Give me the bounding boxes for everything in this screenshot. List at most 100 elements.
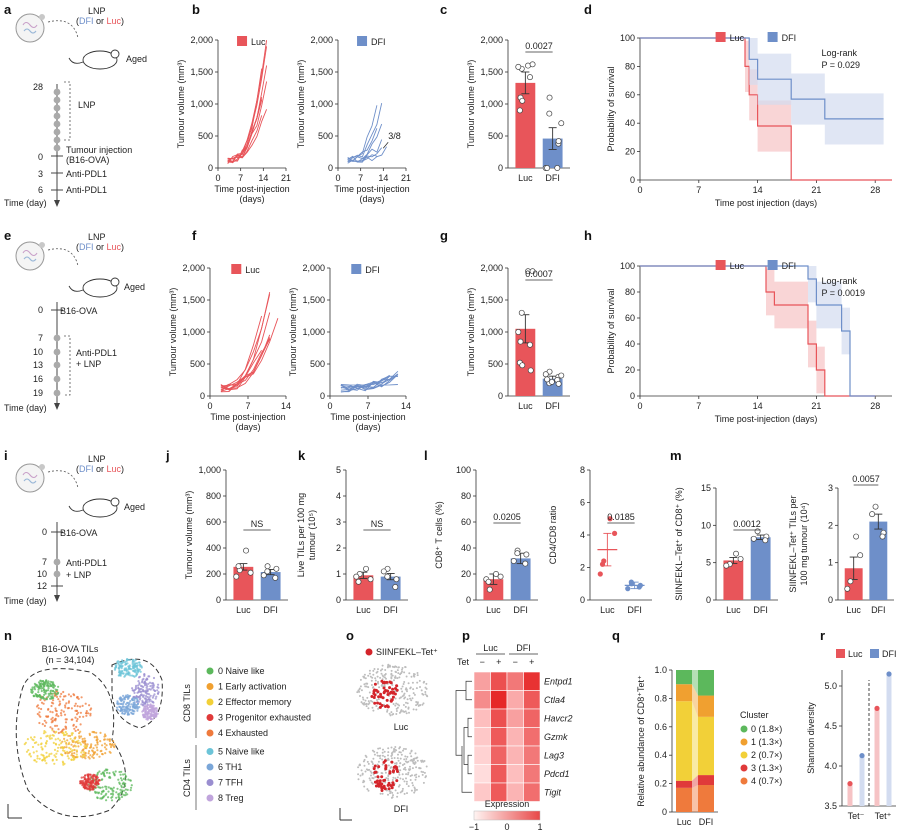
- growth-curve: [340, 375, 398, 393]
- stack-flow: [692, 670, 698, 696]
- umap-point: [154, 714, 157, 717]
- umap-point: [140, 703, 143, 706]
- y-tick-label: 4.5: [824, 721, 837, 731]
- umap-point-grey: [416, 701, 419, 704]
- umap-point: [64, 704, 67, 707]
- umap-point-tet: [394, 765, 398, 769]
- umap-point: [96, 743, 99, 746]
- umap-point-grey: [405, 777, 407, 780]
- umap-point: [99, 786, 102, 789]
- cluster-label: 2 Effector memory: [218, 697, 292, 707]
- umap-point-grey: [403, 681, 406, 683]
- umap-point: [39, 679, 42, 682]
- umap-point: [120, 779, 123, 782]
- p-value-label: NS: [371, 519, 384, 529]
- stack-segment-dfi: [698, 670, 714, 696]
- umap-point: [71, 749, 74, 752]
- bar-luc: [515, 82, 536, 168]
- umap-point: [122, 789, 126, 792]
- umap-point-grey: [397, 753, 399, 756]
- umap-point: [105, 771, 109, 774]
- umap-point: [55, 710, 58, 713]
- umap-point: [74, 702, 77, 705]
- umap-point: [81, 740, 85, 743]
- data-point: [273, 565, 280, 572]
- cluster-swatch: [206, 683, 214, 690]
- umap-point: [126, 696, 129, 699]
- umap-point: [135, 671, 138, 674]
- panel-letters: a b c d e f g h i j k l m n o p q r: [4, 2, 825, 643]
- umap-point: [82, 715, 85, 718]
- luc-label: Luc: [107, 16, 122, 26]
- umap-point-tet: [373, 693, 377, 697]
- umap-point: [126, 701, 129, 704]
- y-axis-label: Relative abundance of CD8⁺Tet⁺: [636, 675, 646, 807]
- umap-point: [70, 743, 73, 746]
- umap-point: [47, 692, 50, 695]
- umap-point: [135, 684, 138, 687]
- umap-point: [40, 746, 43, 749]
- umap-point: [41, 723, 44, 726]
- umap-point-grey: [401, 668, 403, 671]
- umap-point-grey: [415, 687, 418, 690]
- injection-dot: [53, 128, 61, 136]
- lnp-dish: [15, 13, 45, 43]
- y-tick-label: 200: [206, 569, 221, 579]
- umap-point: [110, 799, 114, 802]
- growth-curve: [220, 318, 279, 393]
- umap-point-grey: [404, 766, 407, 769]
- umap-point: [149, 703, 152, 706]
- y-tick-label: 60: [625, 90, 635, 100]
- umap-point: [47, 708, 50, 711]
- umap-point: [80, 735, 83, 738]
- umap-point: [156, 689, 159, 692]
- lnp-sub: (DFI or Luc): [76, 464, 124, 474]
- umap-point-grey: [405, 688, 408, 691]
- y-tick-label: 2,000: [190, 35, 213, 45]
- legend-label: DFI: [782, 261, 797, 271]
- y-tick-label: 3: [828, 483, 833, 493]
- umap-point-grey: [414, 789, 416, 792]
- umap-point: [121, 670, 124, 673]
- umap-point-tet: [390, 760, 394, 764]
- x-category-label: Luc: [486, 605, 501, 615]
- umap-point: [86, 743, 89, 746]
- mouse-tail: [68, 285, 84, 292]
- umap-point: [82, 748, 85, 751]
- data-point: [486, 586, 493, 593]
- arrow-dashed: [47, 248, 79, 267]
- umap-point: [126, 711, 129, 714]
- umap-point: [120, 663, 123, 666]
- x-axis-label: Time post-injection: [330, 412, 405, 422]
- panel-o-umap-tet: SIINFEKL–Tet⁺ Luc DFI: [339, 647, 438, 821]
- umap-point-grey: [392, 713, 395, 715]
- data-point: [636, 584, 642, 590]
- umap-point-grey: [364, 699, 367, 702]
- gene-label: Entpd1: [544, 676, 573, 686]
- y-tick-label: 500: [310, 359, 325, 369]
- umap-point: [86, 784, 89, 787]
- umap-point-grey: [371, 676, 374, 679]
- schematic-i: LNP(DFI or Luc)AgedB16-OVA071012Anti-PDL…: [4, 454, 145, 606]
- umap-point: [124, 791, 127, 794]
- umap-point: [60, 714, 63, 717]
- umap-point: [57, 698, 60, 701]
- panel-m1-bar: 0 5 10 15 SIINFEKL–Tet⁺ of CD8⁺ (%) Luc DFI 0.0…: [674, 483, 778, 615]
- umap-point-grey: [410, 699, 413, 702]
- umap-point: [125, 669, 128, 673]
- legend-label: DFI: [365, 265, 380, 275]
- panel-g-bar: 0 500 1,000 1,500 2,000 Tumour volume (mm³) Lu…: [466, 263, 570, 411]
- mouse-body: [82, 498, 118, 518]
- tet-sign: +: [496, 657, 501, 667]
- umap-point: [152, 701, 155, 704]
- umap-point-grey: [415, 701, 418, 703]
- umap-point: [73, 752, 76, 755]
- x-category-label: Luc: [518, 401, 533, 411]
- stack-segment-dfi: [698, 695, 714, 717]
- umap-point-grey: [410, 755, 413, 758]
- umap-point: [38, 682, 41, 685]
- umap-point-grey: [371, 700, 374, 703]
- panel-letter-m: m: [670, 448, 682, 463]
- umap-point: [149, 709, 152, 712]
- umap-point-grey: [360, 769, 363, 772]
